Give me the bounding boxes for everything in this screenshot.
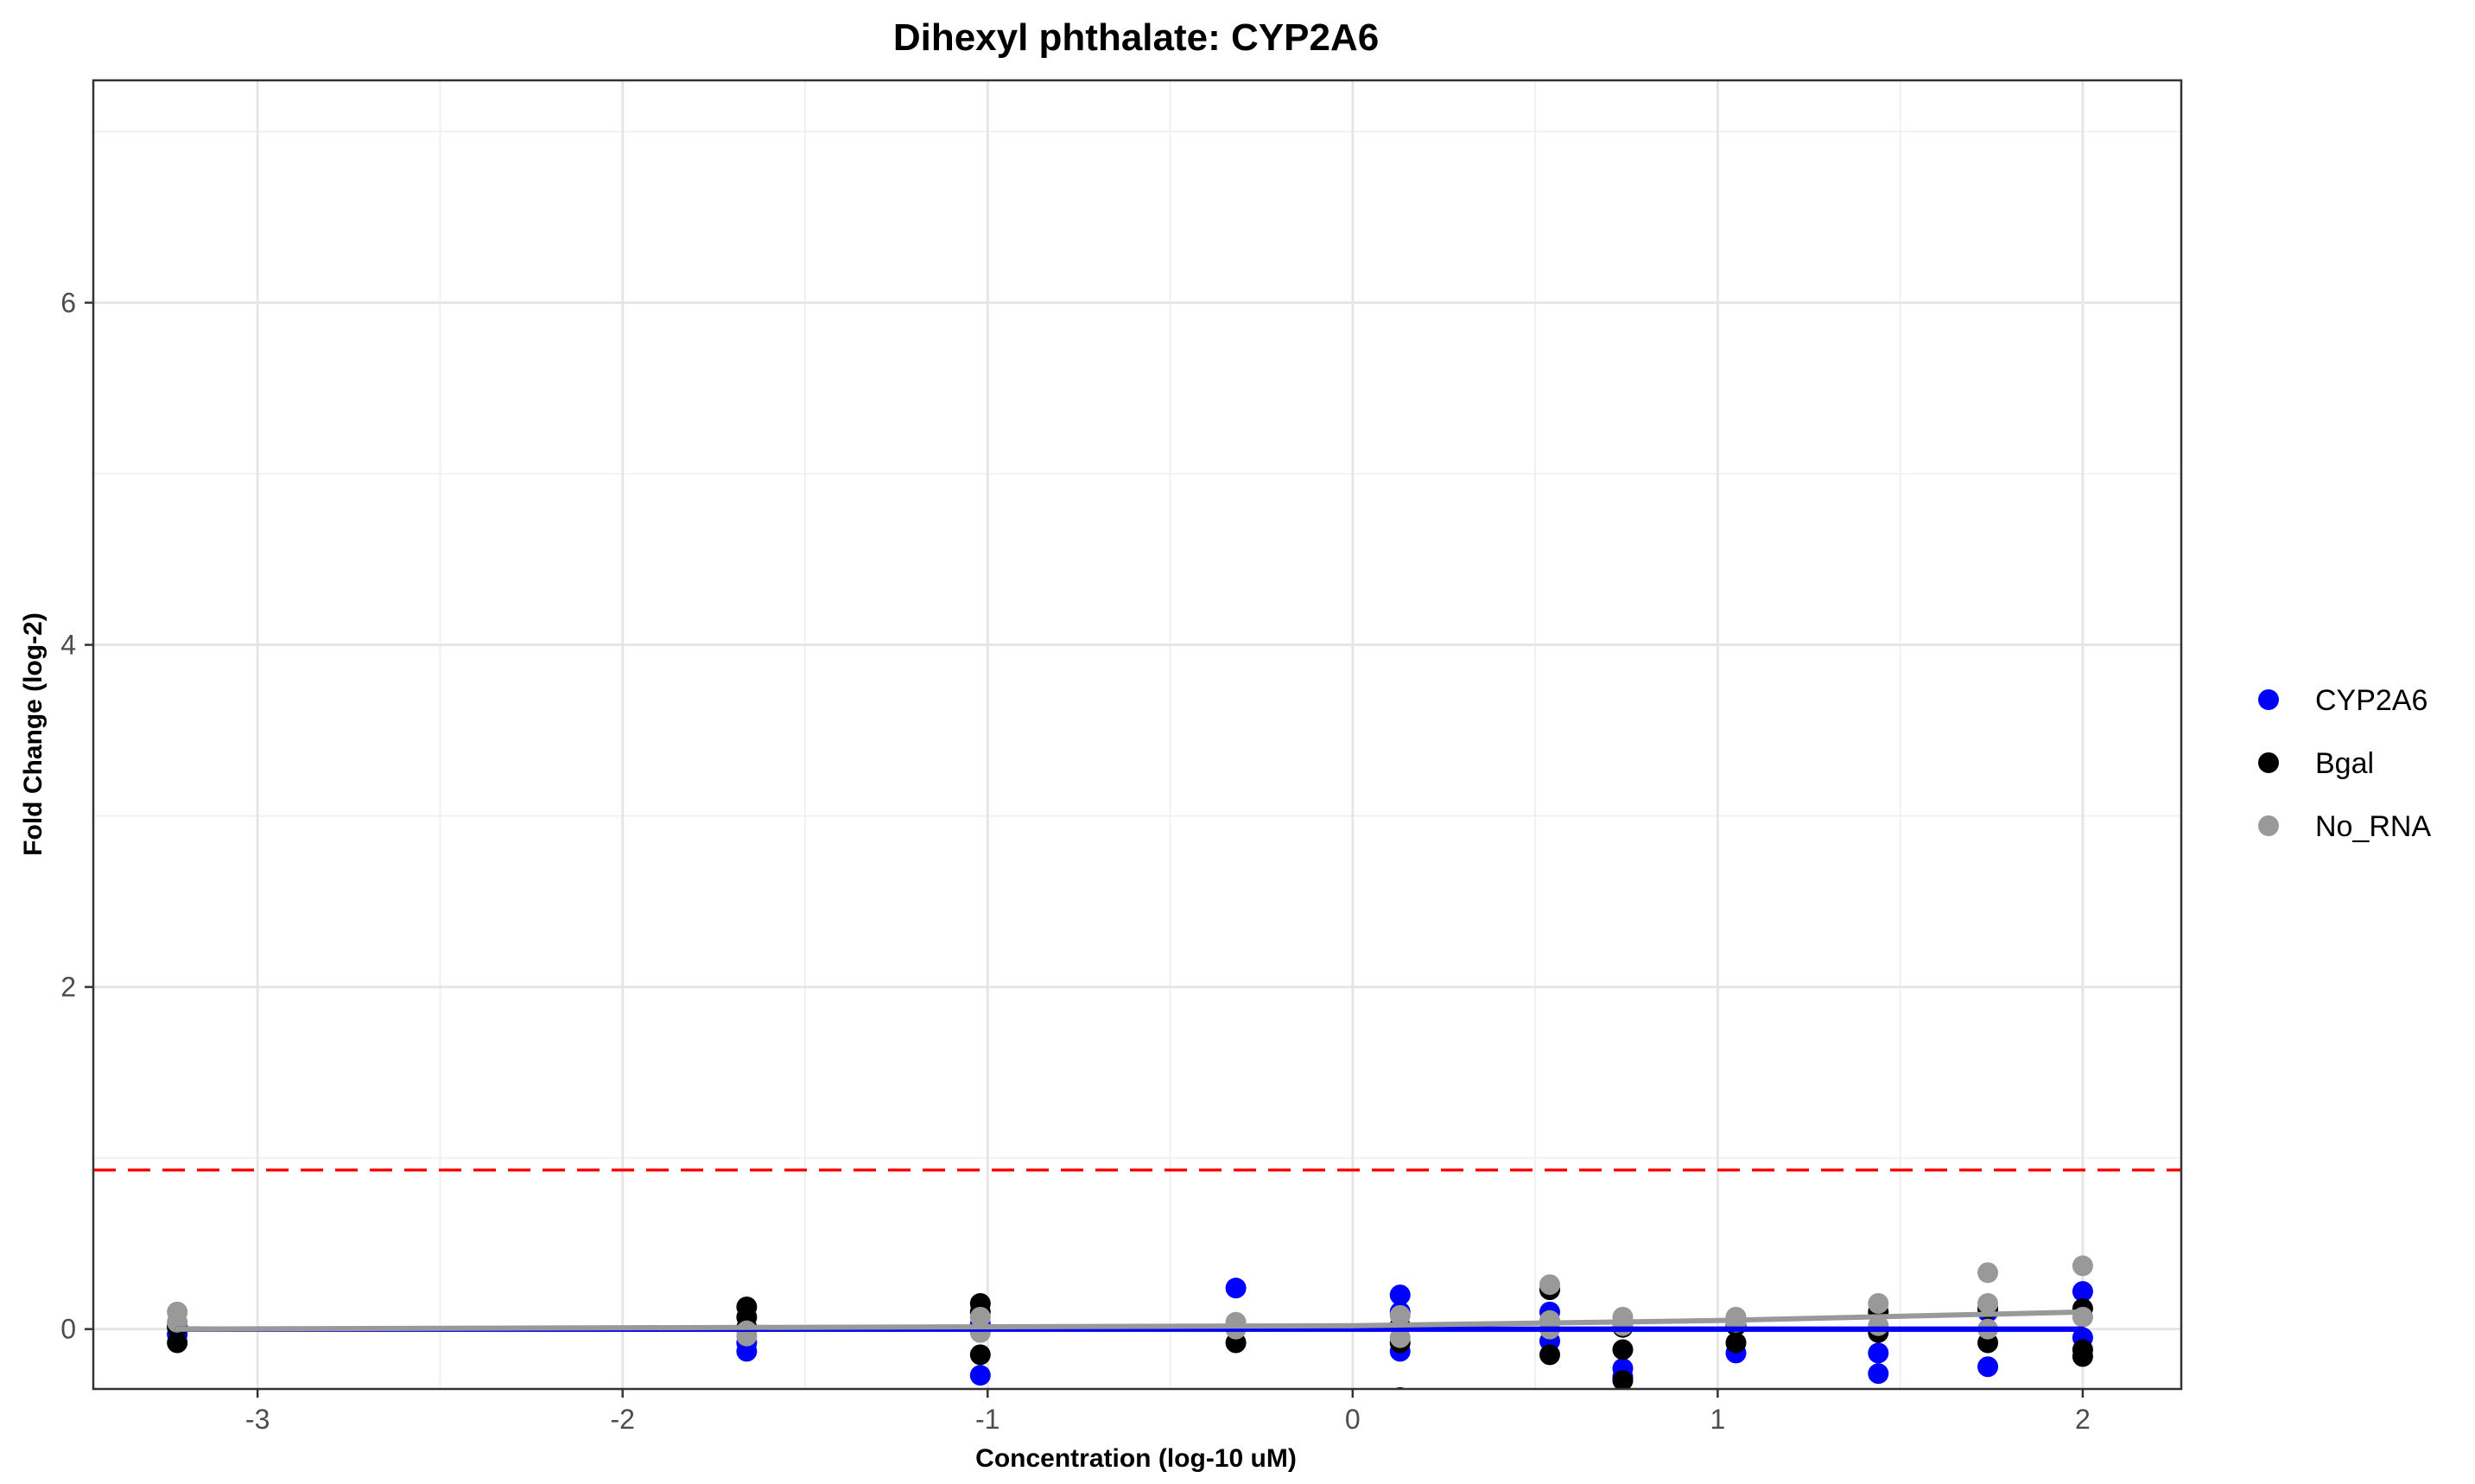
legend-label-bgal: Bgal (2315, 747, 2374, 780)
data-point-cyp2a6 (1225, 1278, 1247, 1299)
data-point-bgal (1612, 1339, 1634, 1360)
x-tick-label: -2 (610, 1404, 634, 1435)
y-tick-label: 0 (60, 1314, 76, 1345)
data-point-no-rna (1389, 1327, 1411, 1348)
data-point-no-rna (1977, 1262, 1999, 1284)
y-tick-label: 4 (60, 630, 76, 661)
x-axis: -3 -2 -1 0 1 2 (245, 1389, 2091, 1435)
legend-key-no-rna (2258, 815, 2279, 836)
data-point-no-rna (1977, 1292, 1999, 1314)
x-tick-label: 1 (1710, 1404, 1725, 1435)
data-point-cyp2a6 (1868, 1342, 1889, 1364)
data-point-cyp2a6 (1389, 1284, 1411, 1306)
data-point-bgal (1612, 1370, 1634, 1389)
x-tick-label: -3 (245, 1404, 270, 1435)
fit-layer (175, 1309, 2085, 1332)
data-point-cyp2a6 (1868, 1363, 1889, 1385)
data-point-bgal (969, 1344, 991, 1366)
y-tick-label: 6 (60, 287, 76, 318)
data-point-bgal (1539, 1344, 1560, 1366)
data-point-no-rna (1612, 1315, 1634, 1336)
fit-line-no-rna (175, 1309, 2085, 1332)
y-axis: 0 2 4 6 (60, 287, 93, 1345)
data-point-no-rna (1868, 1292, 1889, 1314)
legend-label-cyp2a6: CYP2A6 (2315, 684, 2427, 717)
data-point-bgal (167, 1332, 188, 1354)
data-point-cyp2a6 (2072, 1281, 2093, 1303)
y-axis-title: Fold Change (log-2) (19, 612, 48, 856)
chart-title: Dihexyl phthalate: CYP2A6 (893, 16, 1379, 59)
data-point-no-rna (1539, 1274, 1560, 1296)
x-tick-label: 0 (1345, 1404, 1361, 1435)
plot-panel-border (92, 79, 2183, 1391)
x-tick-label: -1 (975, 1404, 1000, 1435)
legend-key-cyp2a6 (2258, 689, 2279, 710)
data-point-cyp2a6 (736, 1341, 758, 1362)
y-tick-label: 2 (60, 972, 76, 1003)
data-point-no-rna (969, 1306, 991, 1328)
data-point-no-rna (1389, 1304, 1411, 1326)
data-point-bgal (2072, 1346, 2093, 1367)
legend: CYP2A6 Bgal No_RNA (2258, 684, 2431, 843)
data-point-no-rna (2072, 1255, 2093, 1277)
legend-key-bgal (2258, 752, 2279, 773)
data-point-bgal (1725, 1332, 1747, 1354)
data-point-cyp2a6 (1977, 1356, 1999, 1378)
x-axis-title: Concentration (log-10 uM) (975, 1444, 1297, 1473)
x-tick-label: 2 (2075, 1404, 2091, 1435)
legend-label-no-rna: No_RNA (2315, 810, 2431, 843)
data-point-cyp2a6 (969, 1365, 991, 1386)
